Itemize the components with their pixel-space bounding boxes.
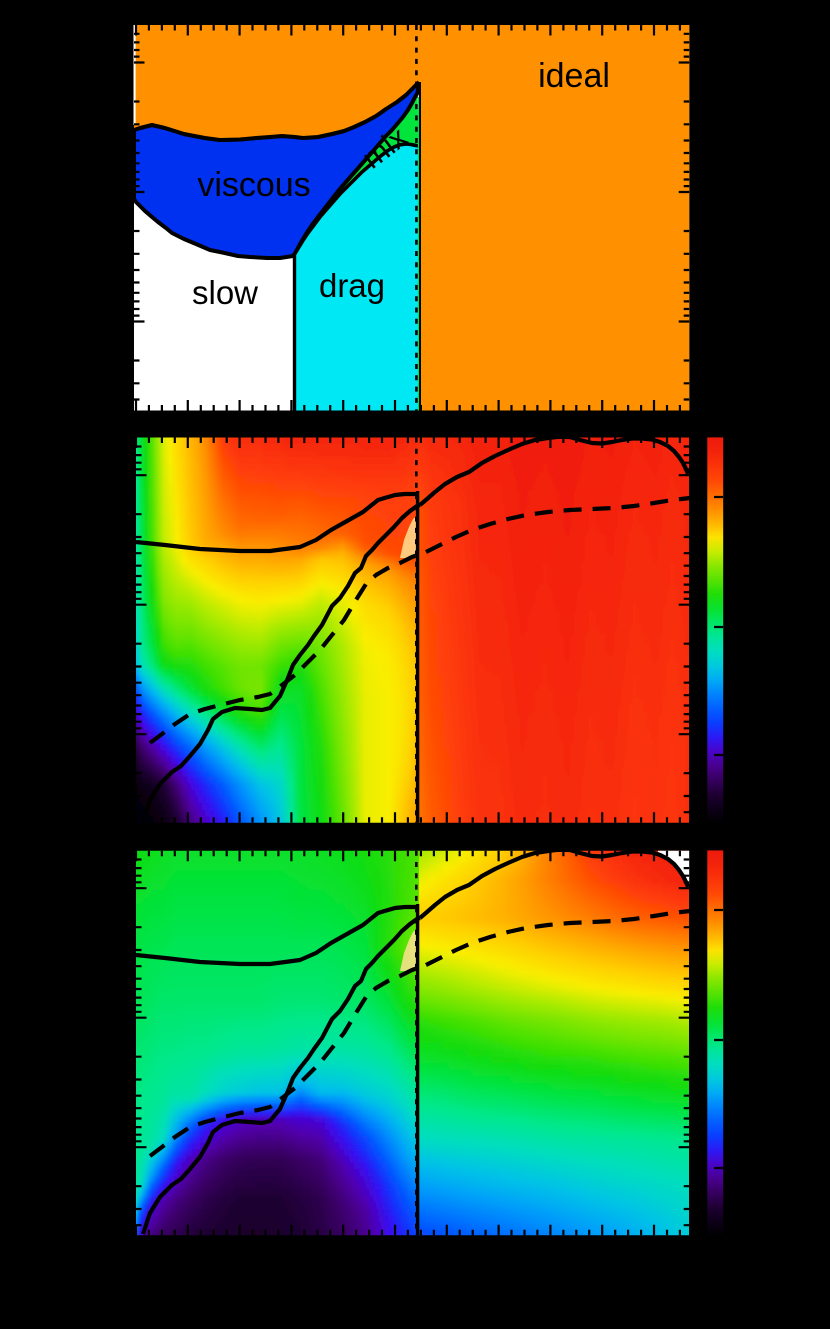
svg-text:viscous: viscous [197, 166, 310, 204]
svg-text:drag: drag [319, 267, 385, 304]
svg-text:ideal: ideal [538, 57, 610, 95]
svg-text:slow: slow [192, 274, 258, 311]
